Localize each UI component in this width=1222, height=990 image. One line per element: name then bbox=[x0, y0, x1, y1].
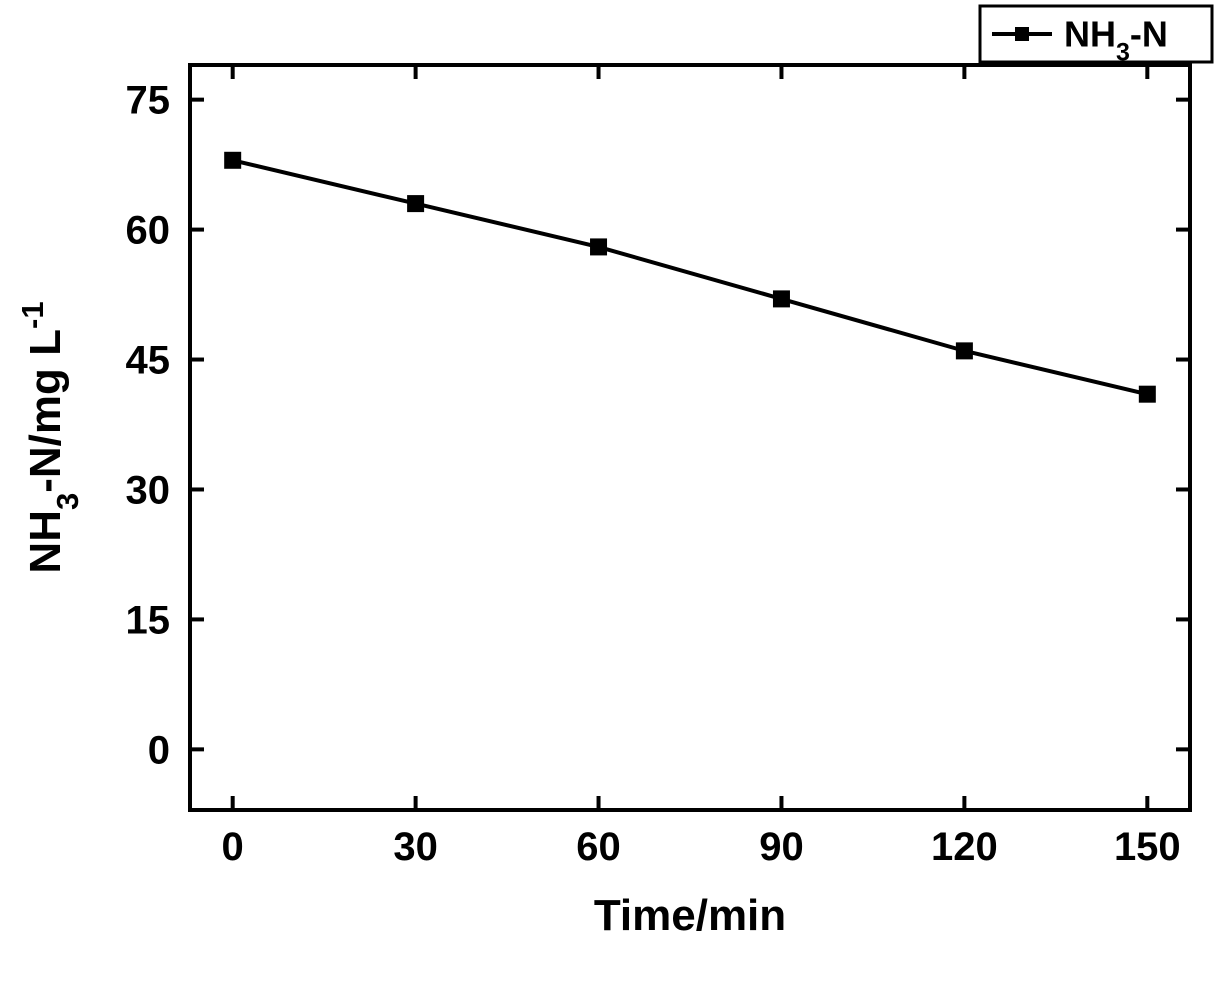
x-axis-label: Time/min bbox=[594, 891, 786, 940]
legend-marker bbox=[1015, 27, 1029, 41]
x-tick-label: 0 bbox=[222, 825, 244, 869]
series-marker bbox=[408, 196, 424, 212]
x-tick-label: 30 bbox=[393, 825, 438, 869]
y-tick-label: 60 bbox=[126, 209, 171, 253]
x-tick-label: 90 bbox=[759, 825, 804, 869]
series-marker bbox=[1139, 386, 1155, 402]
series-marker bbox=[956, 343, 972, 359]
series-marker bbox=[591, 239, 607, 255]
y-tick-label: 30 bbox=[126, 468, 171, 512]
x-tick-label: 120 bbox=[931, 825, 998, 869]
y-tick-label: 75 bbox=[126, 79, 171, 123]
y-tick-label: 15 bbox=[126, 598, 171, 642]
y-tick-label: 45 bbox=[126, 339, 171, 383]
y-tick-label: 0 bbox=[148, 728, 170, 772]
chart-container: 030609012015001530456075Time/minNH3-N/mg… bbox=[0, 0, 1222, 990]
x-tick-label: 150 bbox=[1114, 825, 1181, 869]
x-tick-label: 60 bbox=[576, 825, 621, 869]
series-marker bbox=[225, 152, 241, 168]
line-chart: 030609012015001530456075Time/minNH3-N/mg… bbox=[0, 0, 1222, 990]
series-marker bbox=[773, 291, 789, 307]
